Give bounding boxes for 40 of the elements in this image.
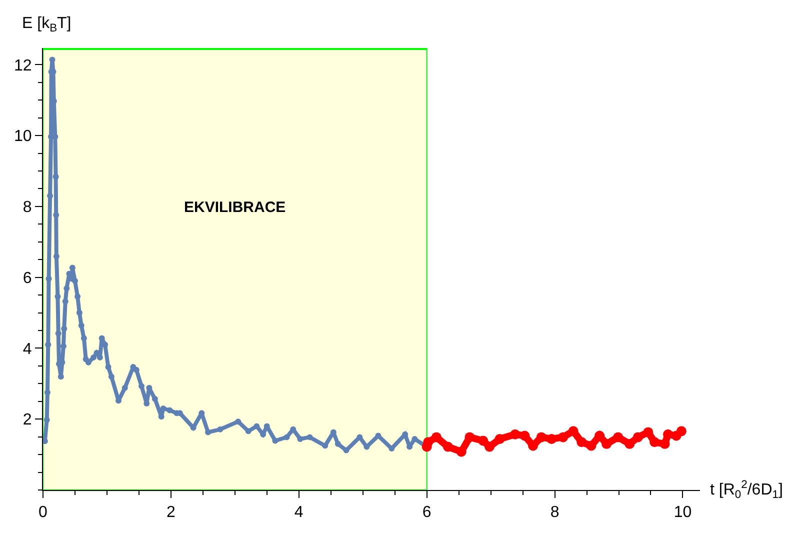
point [602,438,612,449]
point [546,434,557,444]
point [568,426,578,436]
point [676,426,686,436]
point [663,429,674,440]
x-tick-label: 10 [674,504,692,522]
point [423,437,434,448]
band-label: EKVILIBRACE [184,199,286,216]
y-tick-label: 2 [22,412,32,429]
y-tick-label: 8 [22,199,32,216]
point [464,432,475,442]
x-tick-label: 2 [166,504,176,522]
point [576,437,587,448]
x-tick-label: 6 [422,504,432,522]
y-tick-label: 4 [22,340,32,358]
x-tick-label: 0 [38,504,48,522]
point [632,432,643,442]
point [650,437,660,448]
y-tick-label: 10 [14,128,32,146]
point [643,427,654,438]
point [431,432,442,442]
point [558,432,568,442]
point [478,436,488,446]
x-tick-label: 4 [294,504,304,522]
point [442,442,453,452]
y-tick-label: 6 [22,270,32,287]
point [536,432,546,442]
point [613,432,624,442]
point [510,429,520,440]
x-tick-label: 8 [550,504,560,522]
point [456,446,466,457]
point [624,438,635,449]
point [484,442,495,452]
y-tick-label: 12 [14,57,32,74]
point [660,438,670,449]
point [520,430,530,441]
y-axis-title: E [k$_{B}$T] [22,15,72,34]
point [494,434,505,444]
point [586,440,596,451]
x-axis-title: t [R$_{0}$$^{2}$/6D$_{1}$] [710,479,783,502]
